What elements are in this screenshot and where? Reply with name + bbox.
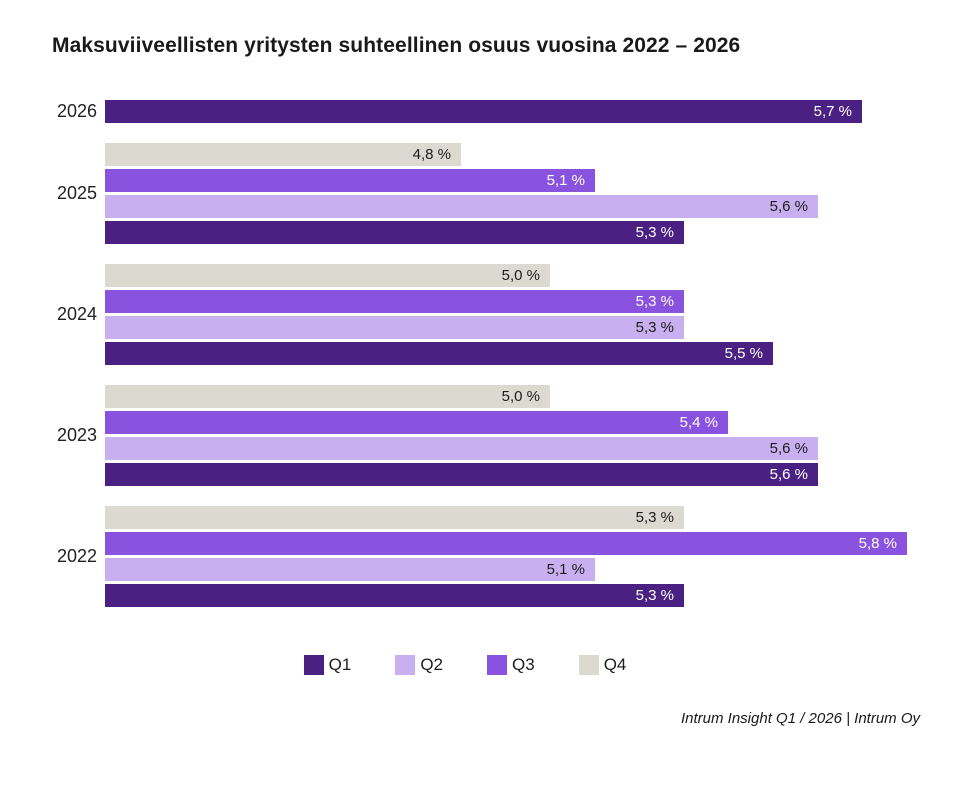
bar-2026-q1: 5,7 %	[105, 100, 862, 123]
year-group-2023: 2023 5,0 % 5,4 % 5,6 % 5,6 %	[0, 385, 960, 486]
bar-2022-q4: 5,3 %	[105, 506, 684, 529]
year-axis-label: 2023	[56, 425, 97, 445]
value-label: 5,1 %	[546, 561, 585, 578]
legend-label: Q3	[512, 655, 535, 674]
value-label: 5,6 %	[769, 466, 808, 483]
chart-legend: Q1 Q2 Q3 Q4	[0, 655, 930, 675]
bar-2024-q4: 5,0 %	[105, 264, 550, 287]
legend-label: Q2	[420, 655, 443, 674]
legend-swatch-q1	[303, 655, 324, 675]
value-label: 5,3 %	[635, 224, 674, 241]
value-label: 5,4 %	[679, 414, 718, 431]
value-label: 5,7 %	[813, 103, 852, 120]
value-label: 5,3 %	[635, 587, 674, 604]
bar-2022-q1: 5,3 %	[105, 584, 684, 607]
bar-2025-q3: 5,1 %	[105, 169, 595, 192]
bar-stack: 5,3 % 5,8 % 5,1 % 5,3 %	[105, 506, 907, 607]
legend-item-q1: Q1	[303, 655, 352, 675]
value-label: 5,3 %	[635, 319, 674, 336]
legend-swatch-q2	[395, 655, 416, 675]
legend-swatch-q4	[578, 655, 599, 675]
bar-stack: 4,8 % 5,1 % 5,6 % 5,3 %	[105, 143, 818, 244]
source-caption: Intrum Insight Q1 / 2026 | Intrum Oy	[681, 710, 920, 727]
bar-2025-q2: 5,6 %	[105, 195, 818, 218]
value-label: 5,6 %	[769, 198, 808, 215]
value-label: 5,1 %	[546, 172, 585, 189]
bar-stack: 5,0 % 5,4 % 5,6 % 5,6 %	[105, 385, 818, 486]
value-label: 5,8 %	[858, 535, 897, 552]
value-label: 5,5 %	[724, 345, 763, 362]
year-axis-label: 2026	[56, 101, 97, 121]
bar-2023-q2: 5,6 %	[105, 437, 818, 460]
value-label: 5,6 %	[769, 440, 808, 457]
legend-item-q2: Q2	[395, 655, 443, 675]
bar-2023-q1: 5,6 %	[105, 463, 818, 486]
bar-2024-q2: 5,3 %	[105, 316, 684, 339]
value-label: 5,3 %	[635, 509, 674, 526]
bar-2023-q3: 5,4 %	[105, 411, 728, 434]
bar-2022-q3: 5,8 %	[105, 532, 907, 555]
bar-2023-q4: 5,0 %	[105, 385, 550, 408]
year-group-2022: 2022 5,3 % 5,8 % 5,1 % 5,3 %	[0, 506, 960, 607]
year-axis-label: 2024	[56, 304, 97, 324]
bar-stack: 5,7 %	[105, 100, 862, 123]
bar-2025-q4: 4,8 %	[105, 143, 461, 166]
value-label: 5,3 %	[635, 293, 674, 310]
bar-stack: 5,0 % 5,3 % 5,3 % 5,5 %	[105, 264, 773, 365]
year-group-2025: 2025 4,8 % 5,1 % 5,6 % 5,3 %	[0, 143, 960, 244]
legend-label: Q4	[603, 655, 627, 674]
value-label: 4,8 %	[412, 146, 451, 163]
value-label: 5,0 %	[501, 388, 540, 405]
bar-2024-q1: 5,5 %	[105, 342, 773, 365]
bar-2025-q1: 5,3 %	[105, 221, 684, 244]
chart-title: Maksuviiveellisten yritysten suhteelline…	[52, 34, 741, 57]
year-group-2024: 2024 5,0 % 5,3 % 5,3 % 5,5 %	[0, 264, 960, 365]
legend-label: Q1	[328, 655, 352, 674]
bar-2024-q3: 5,3 %	[105, 290, 684, 313]
legend-item-q3: Q3	[487, 655, 535, 675]
value-label: 5,0 %	[501, 267, 540, 284]
year-group-2026: 2026 5,7 %	[0, 100, 960, 123]
year-axis-label: 2025	[56, 183, 97, 203]
year-axis-label: 2022	[56, 546, 97, 566]
legend-swatch-q3	[487, 655, 507, 675]
bar-2022-q2: 5,1 %	[105, 558, 595, 581]
bar-chart: 2026 5,7 % 2025 4,8 % 5,1 % 5,6 % 5,3 % 2024 5,0…	[0, 100, 960, 607]
legend-item-q4: Q4	[578, 655, 627, 675]
